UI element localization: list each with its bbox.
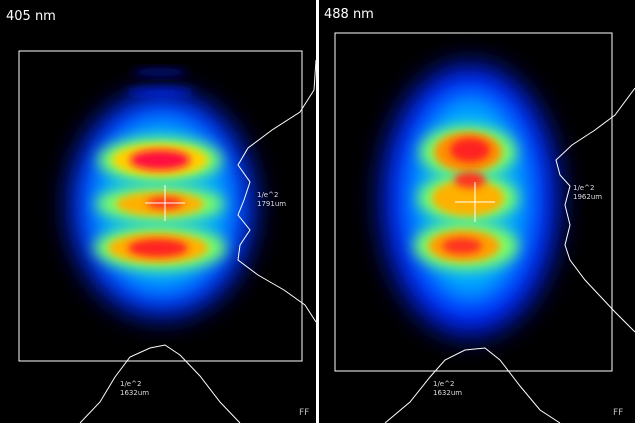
- horizontal-profile: [384, 347, 561, 423]
- roi-box: [18, 50, 303, 362]
- panel: 488 nm 1/e^2 1962um 1/e^2 1632um FF: [319, 0, 635, 423]
- width-value: 1962um: [573, 193, 602, 201]
- beam-image: [382, 65, 558, 335]
- width-label: 1/e^2: [433, 380, 454, 388]
- width-label: 1/e^2: [573, 184, 594, 192]
- horizontal-profile: [79, 344, 241, 423]
- width-value: 1632um: [433, 389, 462, 397]
- width-value: 1632um: [120, 389, 149, 397]
- width-label: 1/e^2: [257, 191, 278, 199]
- mode-label: FF: [613, 408, 623, 418]
- roi-box: [334, 32, 613, 372]
- vertical-profile: [237, 59, 316, 323]
- width-value: 1791um: [257, 200, 286, 208]
- wavelength-label: 488 nm: [324, 7, 374, 22]
- panel: 405 nm 1/e^2 1791um 1/e^2 1632um FF: [0, 0, 316, 423]
- wavelength-label: 405 nm: [6, 9, 56, 24]
- beam-image: [70, 68, 254, 317]
- vertical-profile: [555, 87, 635, 333]
- width-label: 1/e^2: [120, 380, 141, 388]
- mode-label: FF: [299, 408, 309, 418]
